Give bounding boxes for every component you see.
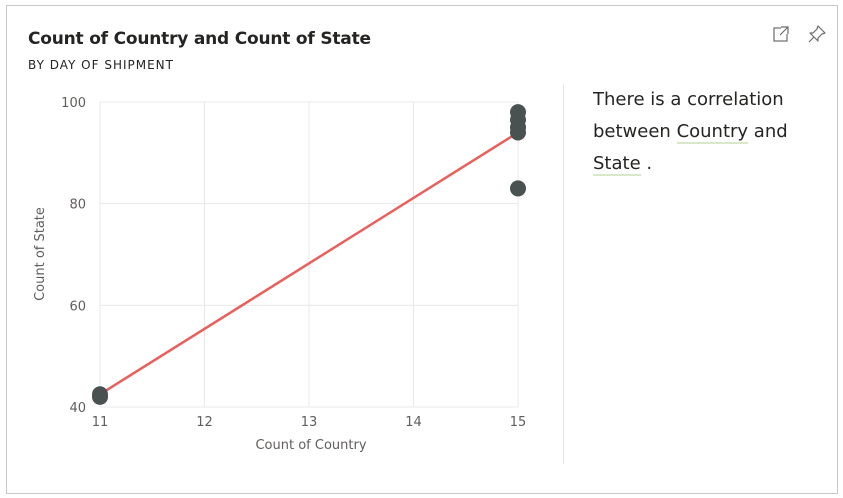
x-axis-label: Count of Country xyxy=(255,438,366,453)
insight-line-1: There is a correlation xyxy=(593,89,784,110)
insight-line-2: between Country and xyxy=(593,116,813,148)
insight-field-country[interactable]: Country xyxy=(676,121,749,144)
y-tick-label: 40 xyxy=(69,401,86,416)
insight-line-3: State . xyxy=(593,148,813,180)
panel-divider xyxy=(563,84,564,464)
x-tick-label: 13 xyxy=(301,415,318,430)
grid-lines xyxy=(99,101,519,408)
axis-ticks: 11 12 13 14 15 40 60 80 100 xyxy=(61,96,526,430)
x-tick-label: 11 xyxy=(92,415,109,430)
insight-prefix: between xyxy=(593,121,677,142)
smart-narrative: There is a correlation between Country a… xyxy=(593,84,813,180)
insight-end: . xyxy=(640,153,653,174)
y-tick-label: 100 xyxy=(61,96,86,111)
y-axis-label: Count of State xyxy=(33,207,48,301)
visual-card xyxy=(6,5,838,494)
data-point[interactable] xyxy=(510,180,526,197)
chart-subtitle: BY DAY OF SHIPMENT xyxy=(28,58,174,72)
insight-suffix: and xyxy=(748,121,788,142)
data-point[interactable] xyxy=(92,386,108,403)
y-tick-label: 60 xyxy=(69,299,86,314)
points-layer xyxy=(92,104,526,405)
trendline xyxy=(99,131,519,396)
pin-icon[interactable] xyxy=(807,24,827,44)
x-tick-label: 12 xyxy=(196,415,213,430)
chart-title: Count of Country and Count of State xyxy=(28,29,371,49)
trendline-layer xyxy=(99,131,519,396)
x-tick-label: 14 xyxy=(405,415,422,430)
y-tick-label: 80 xyxy=(69,198,86,213)
expand-icon[interactable] xyxy=(771,24,791,44)
data-point[interactable] xyxy=(510,124,526,141)
insight-field-state[interactable]: State xyxy=(593,153,641,176)
x-tick-label: 15 xyxy=(510,415,527,430)
